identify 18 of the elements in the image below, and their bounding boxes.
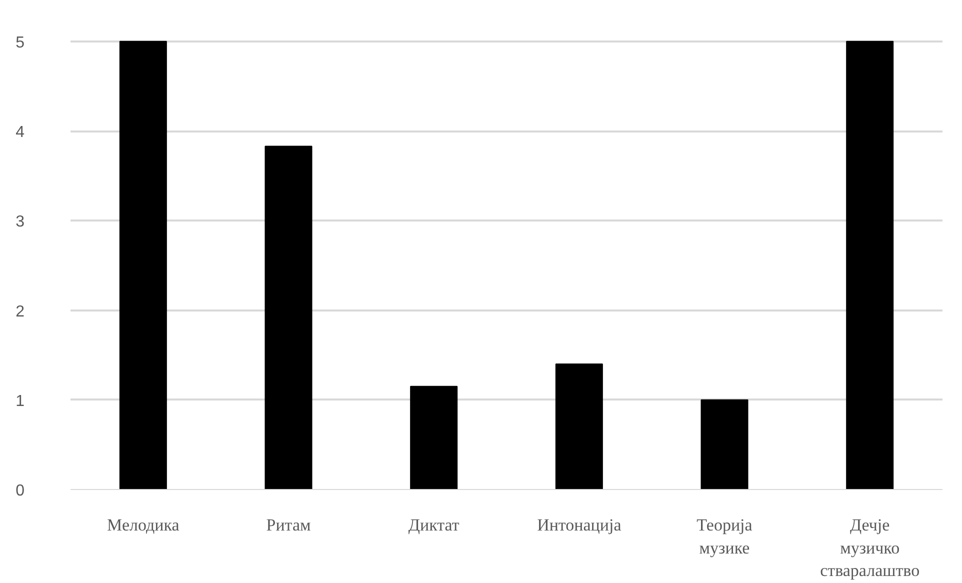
bar [846,40,894,490]
x-tick-label: Диктат [408,516,460,534]
y-tick-label: 5 [16,34,25,52]
bar [700,399,748,490]
y-tick-label: 1 [16,392,25,410]
y-tick-label: 2 [16,303,25,320]
y-tick-label: 4 [16,124,25,142]
x-tick-label: Мелодика [107,516,180,534]
x-tick-label: Ритам [266,516,311,534]
bar [119,40,167,490]
x-tick-label: Интонација [537,516,622,534]
bar [555,364,603,490]
y-tick-label: 0 [16,482,25,500]
x-tick-label: Дечје музичко стваралаштво [820,516,920,580]
bar [410,386,458,490]
y-tick-label: 3 [16,214,25,231]
bar [264,146,312,490]
x-tick-label: Теорија музике [696,516,753,558]
